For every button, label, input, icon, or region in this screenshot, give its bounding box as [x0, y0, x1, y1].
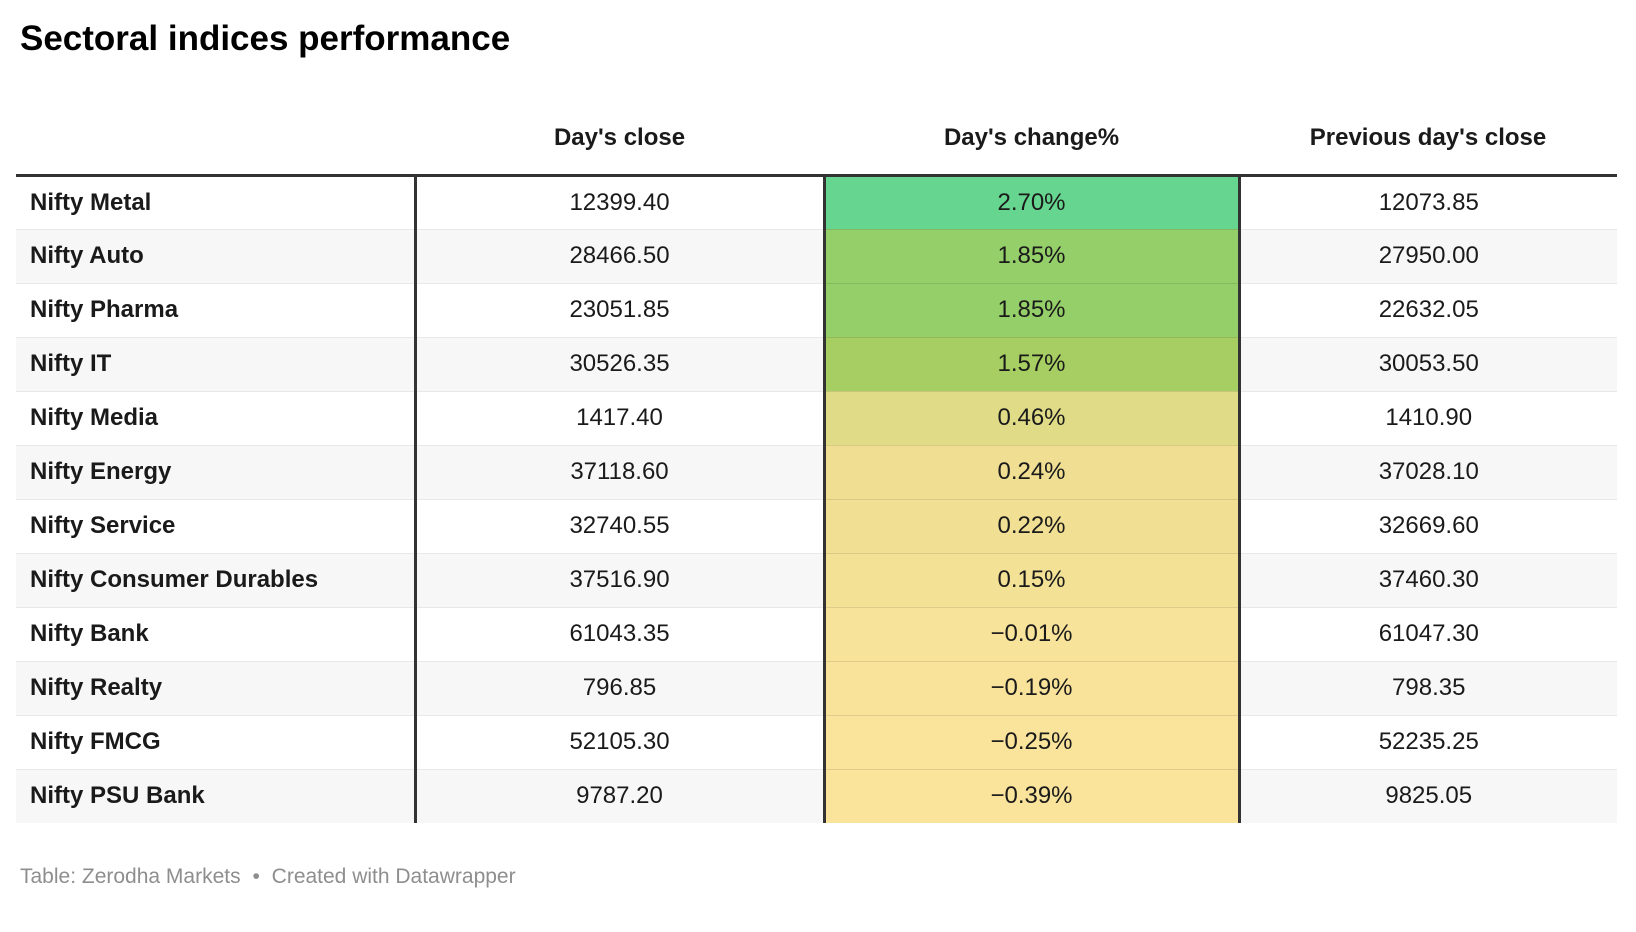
- days-close-cell: 9787.20: [413, 768, 824, 823]
- previous-close-cell: 37028.10: [1239, 444, 1617, 499]
- table-row: Nifty Pharma 23051.85 1.85% 22632.05: [16, 282, 1617, 337]
- row-label-cell: Nifty FMCG: [16, 714, 415, 769]
- row-label-cell: Nifty Media: [16, 390, 415, 445]
- row-label-cell: Nifty Consumer Durables: [16, 552, 415, 607]
- previous-close-cell: 37460.30: [1239, 552, 1617, 607]
- row-label-cell: Nifty Pharma: [16, 282, 415, 337]
- days-change-cell: −0.01%: [822, 606, 1241, 661]
- table-row: Nifty Auto 28466.50 1.85% 27950.00: [16, 228, 1617, 283]
- row-label-cell: Nifty Metal: [30, 188, 152, 216]
- days-change-cell: −0.25%: [822, 714, 1241, 769]
- table-row: Nifty Energy 37118.60 0.24% 37028.10: [16, 444, 1617, 499]
- previous-close-cell: 52235.25: [1239, 714, 1617, 769]
- days-change-cell: 0.46%: [822, 390, 1241, 445]
- table-row: Nifty Realty 796.85 −0.19% 798.35: [16, 660, 1617, 715]
- previous-close-cell: 1410.90: [1239, 390, 1617, 445]
- footer-separator: •: [252, 865, 260, 888]
- days-close-cell: 1417.40: [413, 390, 824, 445]
- table-row: Nifty Bank 61043.35 −0.01% 61047.30: [16, 606, 1617, 661]
- row-label-cell: Nifty PSU Bank: [16, 768, 415, 823]
- days-close-cell: 12399.40: [413, 175, 824, 229]
- previous-close-cell: 32669.60: [1239, 498, 1617, 553]
- row-label-cell: Nifty Realty: [16, 660, 415, 715]
- datawrapper-attribution-link[interactable]: Created with Datawrapper: [271, 865, 516, 888]
- days-close-cell: 23051.85: [413, 282, 824, 337]
- table-row: Nifty Service 32740.55 0.22% 32669.60: [16, 498, 1617, 553]
- table-row: Nifty Metal 12399.40 2.70% 12073.85: [16, 175, 1617, 229]
- previous-close-cell: 30053.50: [1239, 336, 1617, 391]
- table-row: Nifty FMCG 52105.30 −0.25% 52235.25: [16, 714, 1617, 769]
- header-days-change-pct: Day's change%: [824, 60, 1239, 177]
- days-change-cell: −0.39%: [822, 768, 1241, 823]
- table-header-row: Day's close Day's change% Previous day's…: [16, 60, 1617, 177]
- previous-close-cell: 61047.30: [1239, 606, 1617, 661]
- table-row: Nifty Media 1417.40 0.46% 1410.90: [16, 390, 1617, 445]
- previous-close-cell: 9825.05: [1239, 768, 1617, 823]
- sectoral-indices-table: Day's close Day's change% Previous day's…: [16, 60, 1617, 823]
- days-close-cell: 30526.35: [413, 336, 824, 391]
- row-label-cell: Nifty IT: [16, 336, 415, 391]
- days-close-cell: 37118.60: [413, 444, 824, 499]
- days-change-cell: 1.85%: [822, 282, 1241, 337]
- page-title: Sectoral indices performance: [20, 19, 511, 58]
- days-close-cell: 32740.55: [413, 498, 824, 553]
- row-label-cell: Nifty Bank: [16, 606, 415, 661]
- days-change-cell: 1.85%: [822, 228, 1241, 283]
- header-previous-days-close: Previous day's close: [1239, 60, 1617, 177]
- header-index-name: [16, 60, 415, 177]
- previous-close-cell: 798.35: [1239, 660, 1617, 715]
- row-label-cell: Nifty Auto: [16, 228, 415, 283]
- days-change-cell: 0.24%: [822, 444, 1241, 499]
- days-close-cell: 52105.30: [413, 714, 824, 769]
- datawrapper-table-page: Sectoral indices performance Day's close…: [0, 18, 1636, 889]
- previous-close-cell: 22632.05: [1239, 282, 1617, 337]
- source-link[interactable]: Table: Zerodha Markets: [20, 865, 241, 888]
- days-close-cell: 37516.90: [413, 552, 824, 607]
- table-row: Nifty PSU Bank 9787.20 −0.39% 9825.05: [16, 768, 1617, 823]
- previous-close-cell: 27950.00: [1239, 228, 1617, 283]
- days-close-cell: 796.85: [413, 660, 824, 715]
- table-footer: Table: Zerodha Markets • Created with Da…: [20, 865, 1636, 889]
- days-close-cell: 28466.50: [413, 228, 824, 283]
- days-change-cell: 1.57%: [822, 336, 1241, 391]
- table-row: Nifty Consumer Durables 37516.90 0.15% 3746…: [16, 552, 1617, 607]
- previous-close-cell: 12073.85: [1378, 188, 1479, 216]
- days-change-cell: −0.19%: [822, 660, 1241, 715]
- table-body: Nifty Metal 12399.40 2.70% 12073.85 Nifty Au…: [16, 175, 1617, 823]
- row-label-cell: Nifty Service: [16, 498, 415, 553]
- header-days-close: Day's close: [415, 60, 824, 177]
- table-row: Nifty IT 30526.35 1.57% 30053.50: [16, 336, 1617, 391]
- days-change-cell: 2.70%: [822, 175, 1241, 229]
- days-change-cell: 0.22%: [822, 498, 1241, 553]
- days-change-cell: 0.15%: [822, 552, 1241, 607]
- row-label-cell: Nifty Energy: [16, 444, 415, 499]
- days-close-cell: 61043.35: [413, 606, 824, 661]
